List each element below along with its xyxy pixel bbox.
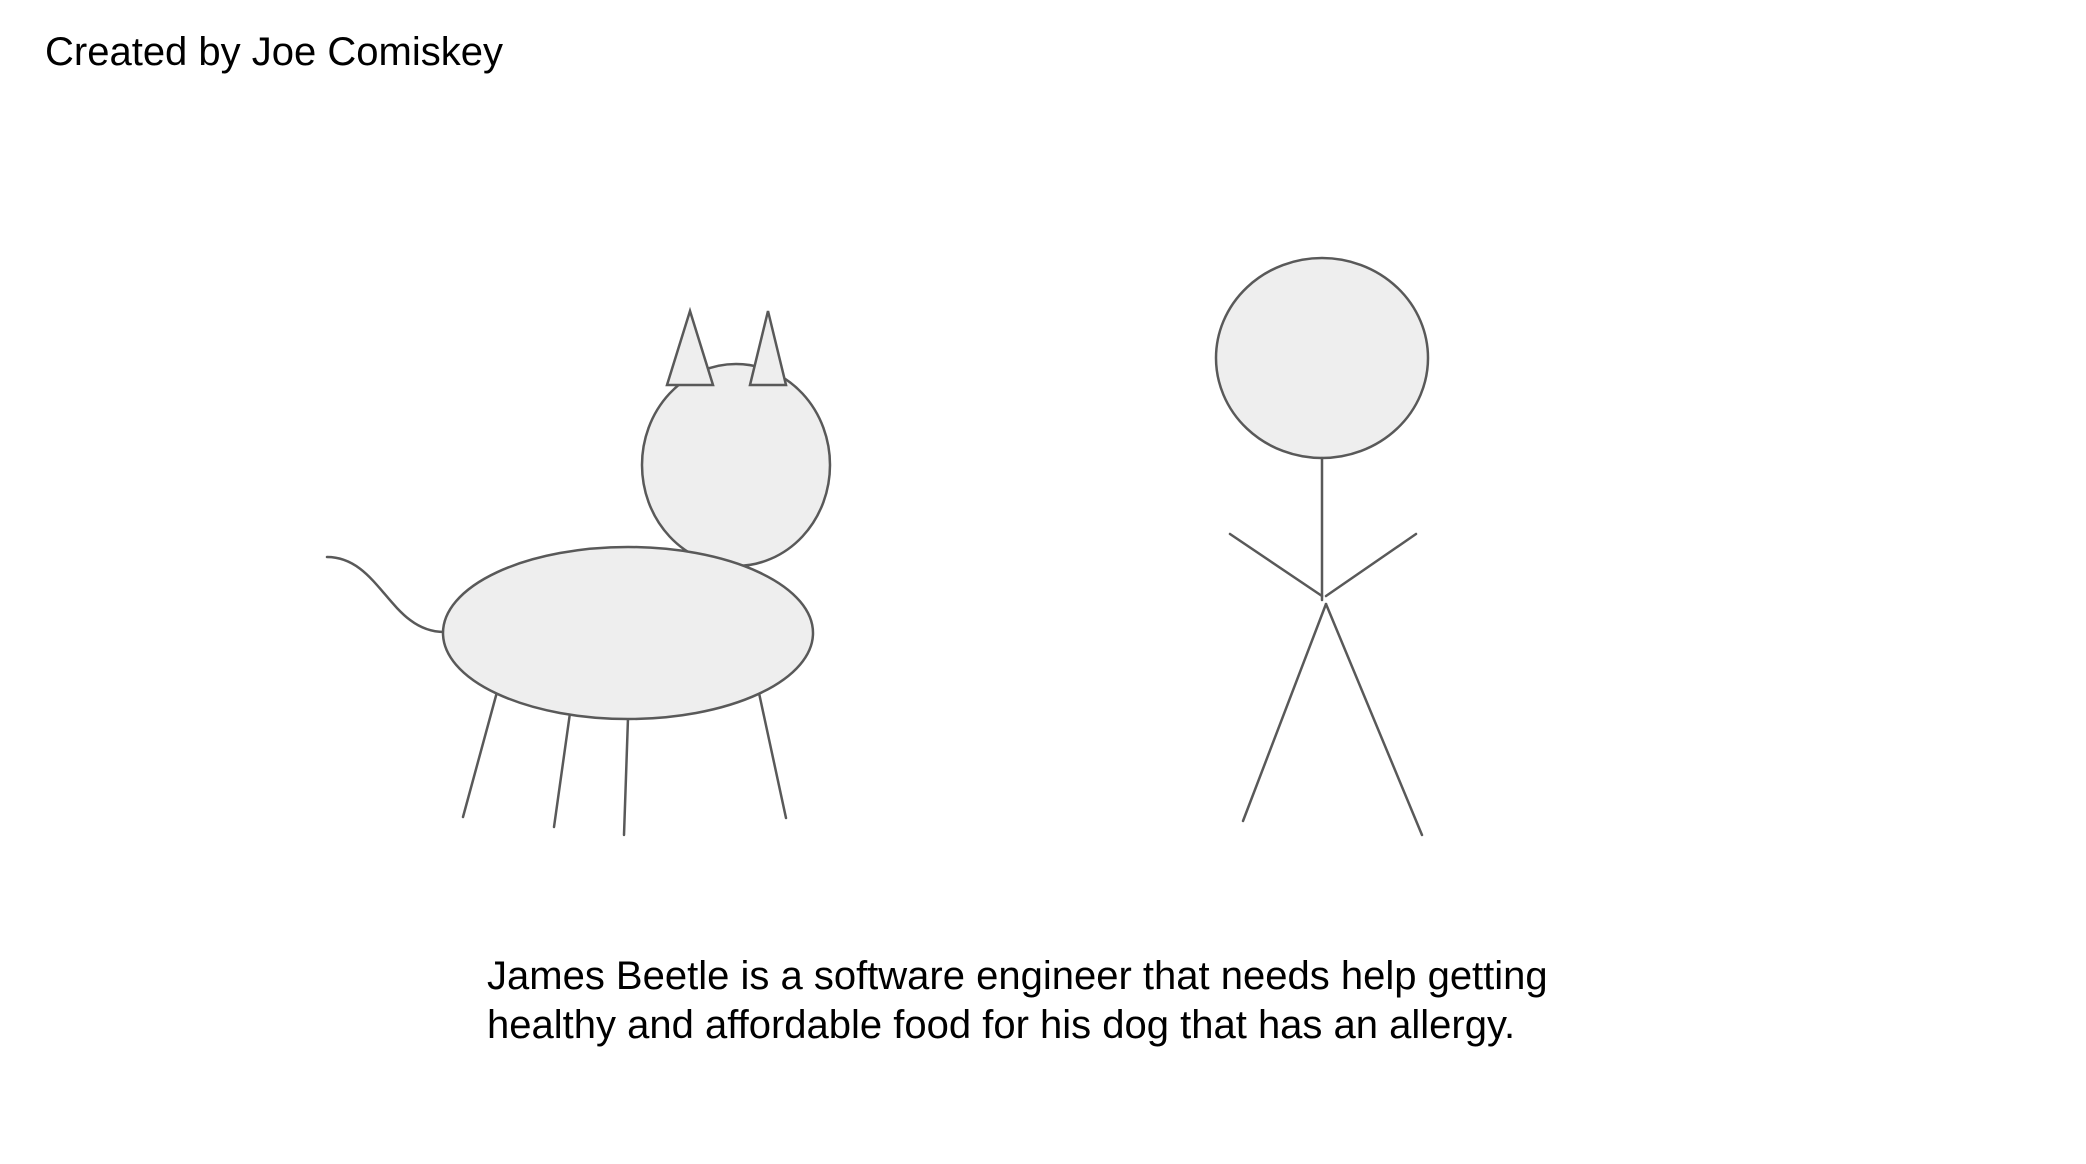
person-figure <box>1214 256 1430 837</box>
dog-body <box>441 545 815 721</box>
dog-ear-right <box>748 310 788 387</box>
dog-leg <box>757 691 788 820</box>
person-arm-left <box>1228 532 1324 598</box>
person-head <box>1214 256 1430 460</box>
dog-tail <box>325 555 446 634</box>
caption-line: healthy and affordable food for his dog … <box>487 1003 1516 1047</box>
person-leg-right <box>1324 602 1424 837</box>
dog-leg <box>552 711 572 829</box>
dog-ear-left <box>665 306 715 387</box>
caption-line: James Beetle is a software engineer that… <box>487 954 1548 998</box>
dog-head <box>640 362 832 568</box>
dog-figure <box>325 306 832 837</box>
person-leg-left <box>1241 602 1328 823</box>
credit-text: Created by Joe Comiskey <box>45 30 503 74</box>
caption-text: James Beetle is a software engineer that… <box>487 952 1548 1050</box>
person-arm-right <box>1324 532 1418 598</box>
dog-leg <box>461 690 499 819</box>
dog-leg <box>622 716 630 837</box>
